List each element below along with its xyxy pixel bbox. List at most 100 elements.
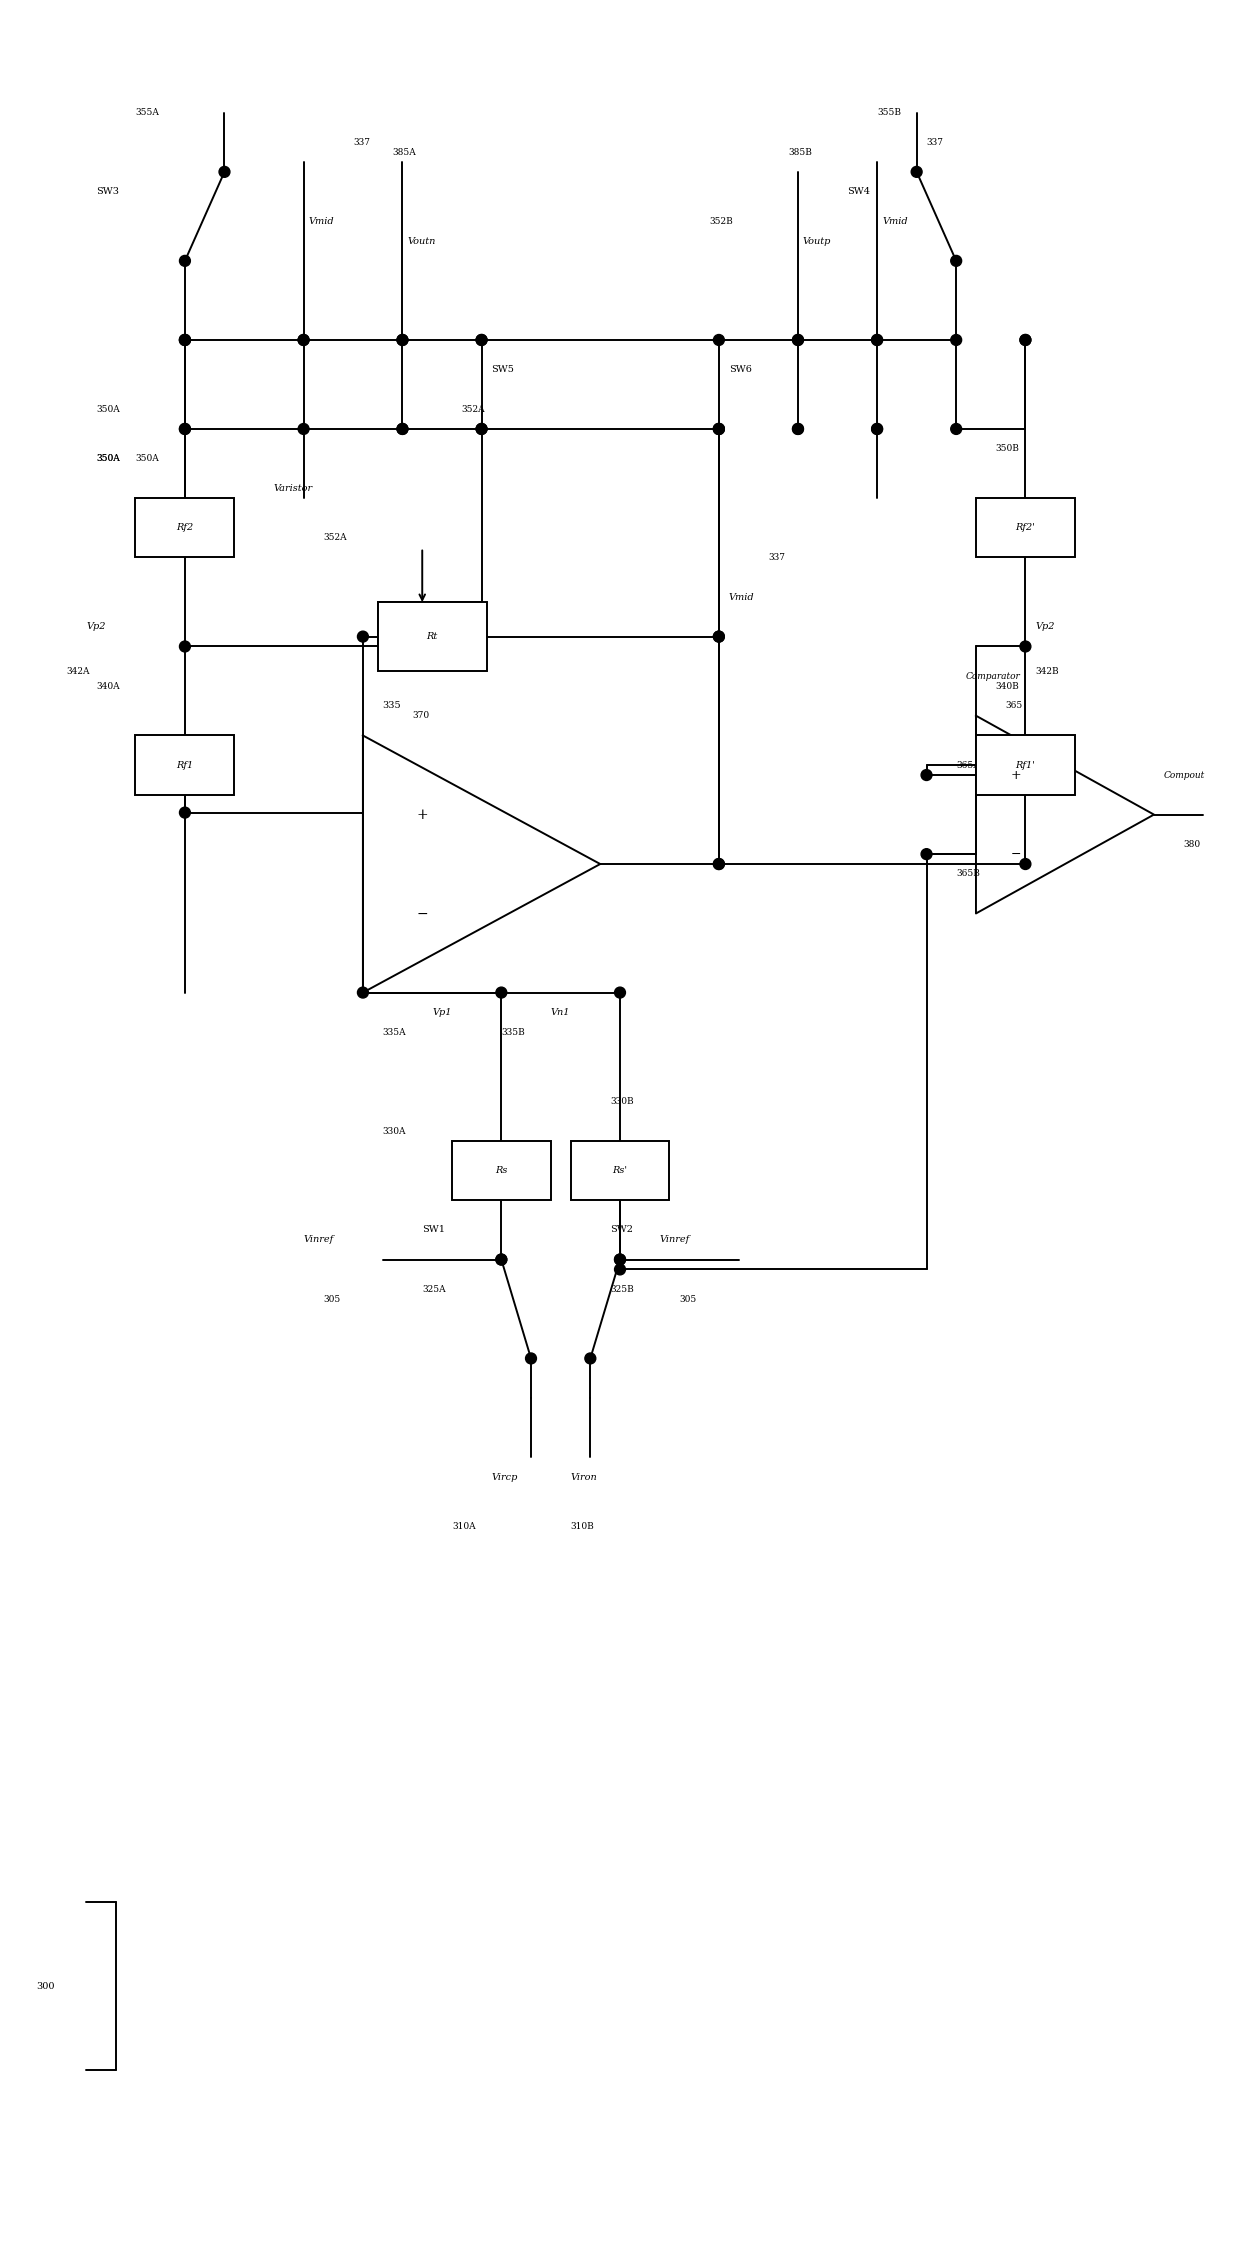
Text: 330A: 330A	[383, 1126, 407, 1136]
Text: 352A: 352A	[461, 405, 485, 414]
Circle shape	[921, 769, 932, 780]
Text: SW2: SW2	[610, 1226, 634, 1235]
Circle shape	[298, 423, 309, 434]
Text: SW6: SW6	[729, 364, 751, 373]
Text: Rs': Rs'	[613, 1165, 627, 1174]
Text: 352A: 352A	[324, 534, 347, 543]
Circle shape	[1021, 640, 1030, 651]
Bar	[378, 602, 486, 672]
Circle shape	[397, 335, 408, 346]
Text: Rs: Rs	[495, 1165, 507, 1174]
Circle shape	[180, 335, 191, 346]
Circle shape	[496, 1253, 507, 1264]
Text: 305: 305	[324, 1294, 341, 1303]
Text: SW3: SW3	[95, 188, 119, 197]
Bar	[451, 1140, 551, 1201]
Text: Vp2: Vp2	[86, 622, 105, 631]
Text: +: +	[1011, 769, 1021, 783]
Text: Vmid: Vmid	[882, 217, 908, 226]
Text: 370: 370	[413, 710, 429, 719]
Circle shape	[615, 1253, 625, 1264]
Circle shape	[911, 167, 923, 176]
Circle shape	[615, 1264, 625, 1276]
Text: Vinref: Vinref	[304, 1235, 334, 1244]
Circle shape	[872, 335, 883, 346]
Text: Voutn: Voutn	[408, 238, 435, 247]
Text: 350B: 350B	[996, 443, 1019, 452]
Circle shape	[357, 631, 368, 642]
Circle shape	[397, 335, 408, 346]
Text: 335: 335	[383, 701, 402, 710]
Text: Vinref: Vinref	[660, 1235, 689, 1244]
Circle shape	[951, 335, 962, 346]
Circle shape	[476, 423, 487, 434]
Text: 365B: 365B	[956, 869, 980, 878]
Text: 337: 337	[926, 138, 944, 147]
Circle shape	[792, 335, 804, 346]
Text: Comparator: Comparator	[966, 672, 1021, 681]
Text: 337: 337	[769, 552, 785, 561]
Text: 335A: 335A	[383, 1027, 407, 1036]
Text: Varistor: Varistor	[274, 484, 312, 493]
Text: Rf2: Rf2	[176, 523, 193, 532]
Text: Compout: Compout	[1164, 771, 1205, 780]
Circle shape	[397, 423, 408, 434]
Circle shape	[180, 640, 191, 651]
Circle shape	[496, 986, 507, 998]
Text: Vmid: Vmid	[729, 593, 754, 602]
Circle shape	[219, 167, 229, 176]
Circle shape	[713, 631, 724, 642]
Circle shape	[476, 423, 487, 434]
Text: 330B: 330B	[610, 1097, 634, 1106]
Bar	[135, 735, 234, 794]
Text: 340B: 340B	[996, 681, 1019, 690]
Text: Voutp: Voutp	[804, 238, 831, 247]
Circle shape	[397, 423, 408, 434]
Text: Rt: Rt	[427, 631, 438, 640]
Text: 365: 365	[1006, 701, 1023, 710]
Circle shape	[713, 423, 724, 434]
Bar	[135, 498, 234, 556]
Text: Rf1': Rf1'	[1016, 760, 1035, 769]
Circle shape	[792, 335, 804, 346]
Text: 335B: 335B	[501, 1027, 525, 1036]
Circle shape	[180, 423, 191, 434]
Text: +: +	[417, 808, 428, 821]
Circle shape	[951, 256, 962, 267]
Circle shape	[792, 423, 804, 434]
Bar	[976, 498, 1075, 556]
Circle shape	[180, 256, 191, 267]
Text: 340A: 340A	[95, 681, 119, 690]
Text: 305: 305	[680, 1294, 697, 1303]
Text: Vp2: Vp2	[1035, 622, 1055, 631]
Circle shape	[1021, 335, 1030, 346]
Circle shape	[872, 423, 883, 434]
Circle shape	[872, 335, 883, 346]
Text: SW5: SW5	[491, 364, 515, 373]
Circle shape	[585, 1353, 595, 1364]
Text: 342B: 342B	[1035, 667, 1059, 676]
Text: 385A: 385A	[393, 147, 417, 156]
Circle shape	[615, 1253, 625, 1264]
Circle shape	[792, 423, 804, 434]
Text: Rf1: Rf1	[176, 760, 193, 769]
Bar	[570, 1140, 670, 1201]
Text: SW1: SW1	[423, 1226, 445, 1235]
Circle shape	[180, 335, 191, 346]
Text: −: −	[417, 907, 428, 921]
Text: 350A: 350A	[135, 455, 159, 464]
Text: Vircp: Vircp	[491, 1473, 518, 1482]
Circle shape	[1021, 860, 1030, 869]
Circle shape	[1021, 335, 1030, 346]
Circle shape	[713, 423, 724, 434]
Text: Viron: Viron	[570, 1473, 598, 1482]
Circle shape	[357, 986, 368, 998]
Circle shape	[526, 1353, 537, 1364]
Text: Vn1: Vn1	[551, 1009, 570, 1018]
Text: 355B: 355B	[877, 109, 901, 118]
Text: 355A: 355A	[135, 109, 160, 118]
Circle shape	[713, 860, 724, 869]
Circle shape	[476, 335, 487, 346]
Circle shape	[298, 335, 309, 346]
Circle shape	[921, 848, 932, 860]
